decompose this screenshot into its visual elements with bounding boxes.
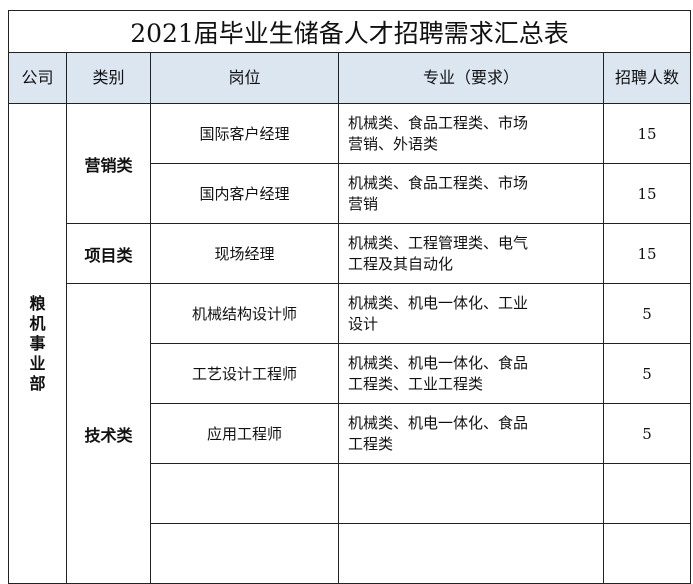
- count-cell: [602, 523, 692, 584]
- major-cell: 机械类、食品工程类、市场营销: [338, 163, 604, 224]
- major-cell: 机械类、机电一体化、食品工程类、工业工程类: [338, 343, 604, 404]
- recruitment-table: 2021届毕业生储备人才招聘需求汇总表 公司 类别 岗位 专业（要求） 招聘人数…: [7, 10, 692, 584]
- table-row: 国内客户经理 机械类、食品工程类、市场营销 15: [9, 163, 692, 224]
- table-row: 粮机事业部 营销类 国际客户经理 机械类、食品工程类、市场营销、外语类 15: [8, 103, 692, 584]
- position-cell: [150, 463, 339, 524]
- category-cell: 营销类: [66, 103, 151, 224]
- count-cell: [602, 463, 692, 524]
- count-cell: 15: [602, 223, 692, 284]
- category-cell: 项目类: [66, 223, 151, 284]
- position-cell: [150, 523, 339, 584]
- header-company: 公司: [8, 52, 67, 104]
- count-cell: 15: [602, 103, 692, 164]
- table-title: 2021届毕业生储备人才招聘需求汇总表: [7, 10, 692, 53]
- major-cell: 机械类、机电一体化、食品工程类: [338, 403, 604, 464]
- count-cell: 5: [602, 343, 692, 404]
- table-row: 项目类 现场经理 机械类、工程管理类、电气工程及其自动化 15: [9, 223, 692, 284]
- major-cell: [338, 463, 604, 524]
- major-cell: 机械类、机电一体化、工业设计: [338, 283, 604, 344]
- header-position: 岗位: [150, 52, 339, 104]
- major-cell: 机械类、食品工程类、市场营销、外语类: [338, 103, 604, 164]
- table-row: 技术类 机械结构设计师 机械类、机电一体化、工业设计 5: [9, 283, 692, 584]
- header-major: 专业（要求）: [338, 52, 604, 104]
- major-cell: [338, 523, 604, 584]
- category-cell: 技术类: [66, 283, 151, 584]
- position-cell: 应用工程师: [150, 403, 339, 464]
- table-row: 工艺设计工程师 机械类、机电一体化、食品工程类、工业工程类 5: [9, 343, 692, 404]
- position-cell: 机械结构设计师: [150, 283, 339, 344]
- count-cell: 15: [602, 163, 692, 224]
- header-category: 类别: [66, 52, 151, 104]
- header-count: 招聘人数: [602, 52, 692, 104]
- major-cell: 机械类、工程管理类、电气工程及其自动化: [338, 223, 604, 284]
- position-cell: 国际客户经理: [150, 103, 339, 164]
- position-cell: 工艺设计工程师: [150, 343, 339, 404]
- count-cell: 5: [602, 283, 692, 344]
- count-cell: 5: [602, 403, 692, 464]
- position-cell: 国内客户经理: [150, 163, 339, 224]
- position-cell: 现场经理: [150, 223, 339, 284]
- company-cell: 粮机事业部: [8, 103, 67, 584]
